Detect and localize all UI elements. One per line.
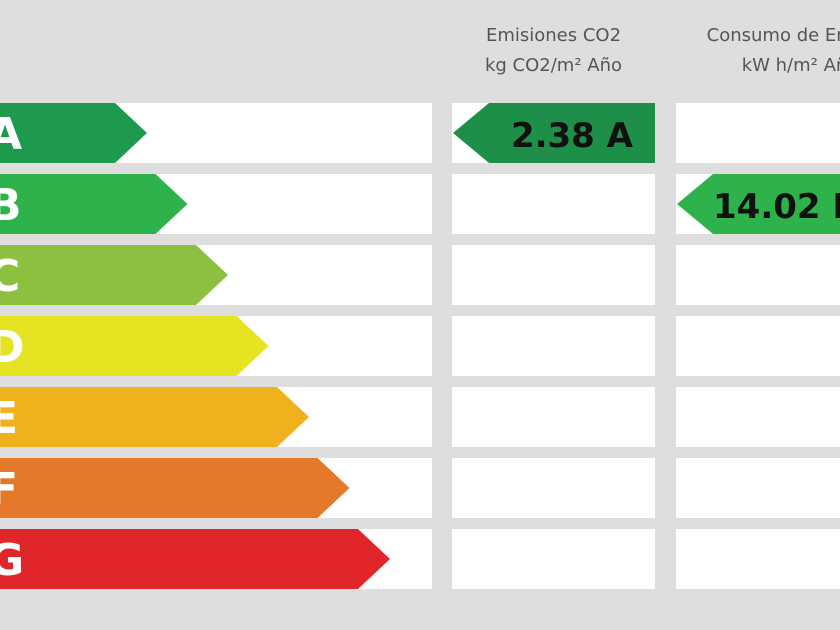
indicator-arrow [453, 103, 655, 163]
rating-arrow [0, 529, 390, 589]
column-unit: kW h/m² Año [742, 55, 840, 76]
cell [452, 529, 655, 589]
cell [452, 458, 655, 518]
rating-letter: D [0, 322, 25, 373]
rating-arrow [0, 387, 309, 447]
cell [676, 458, 840, 518]
cell [676, 387, 840, 447]
indicator-value: 14.02 [713, 187, 821, 227]
indicator-value: 2.38 [511, 116, 595, 156]
rating-arrow [0, 174, 188, 234]
cell [452, 316, 655, 376]
cell [676, 316, 840, 376]
rating-arrow [0, 103, 147, 163]
rating-arrow [0, 458, 350, 518]
rating-letter: F [0, 464, 18, 515]
rating-letter: B [0, 180, 22, 231]
cell [676, 529, 840, 589]
column-title: Consumo de Energía [707, 25, 840, 46]
indicator-rating: B [832, 187, 840, 227]
rating-letter: G [0, 535, 24, 586]
indicator-arrow [677, 174, 840, 234]
rating-arrow [0, 316, 269, 376]
cell [452, 387, 655, 447]
indicator-label: 2.38 A [511, 116, 634, 156]
column-title: Emisiones CO2 [486, 25, 621, 46]
rating-letter: A [0, 109, 22, 160]
cell [452, 174, 655, 234]
column-unit: kg CO2/m² Año [485, 55, 622, 76]
cell [676, 245, 840, 305]
rating-letter: E [0, 393, 18, 444]
cell [676, 103, 840, 163]
cell [452, 245, 655, 305]
indicator-label: 14.02 B [713, 187, 840, 227]
rating-letter: C [0, 251, 20, 302]
rating-arrow [0, 245, 228, 305]
indicator-rating: A [607, 116, 634, 156]
